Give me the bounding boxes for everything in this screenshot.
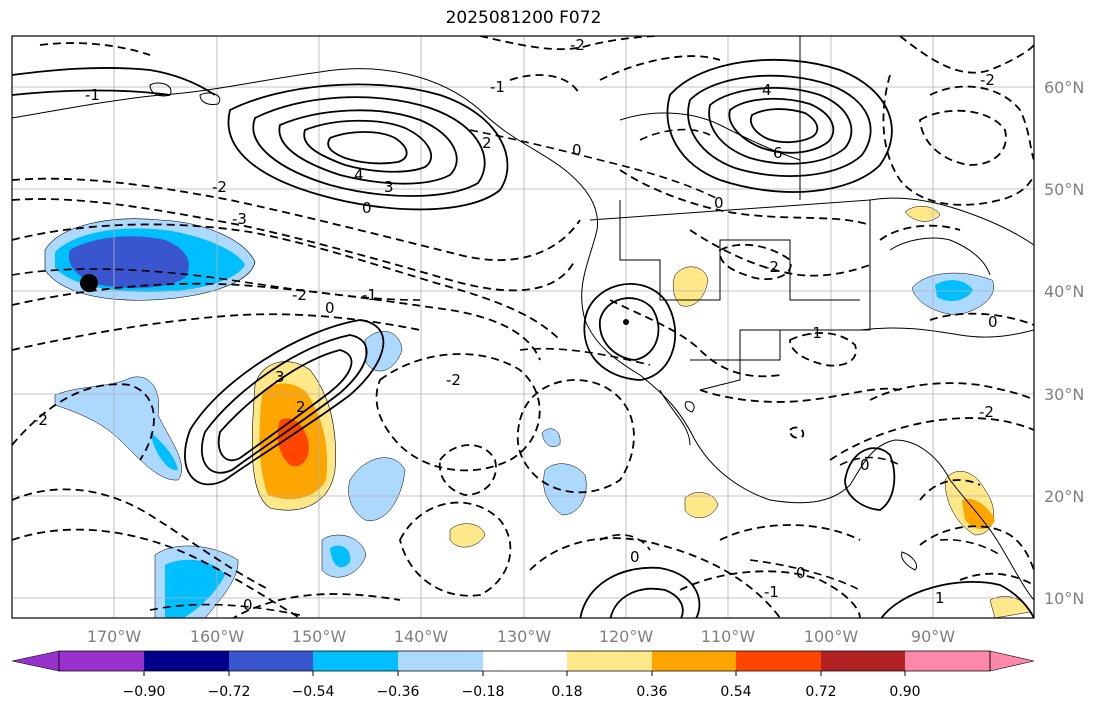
colorbar-cell — [144, 651, 229, 671]
colorbar-cell — [652, 651, 736, 671]
lon-label: 120°W — [599, 627, 654, 646]
contour-label: -1 — [85, 86, 100, 104]
colorbar-cell — [905, 651, 990, 671]
colorbar-tick-label: 0.36 — [636, 684, 667, 700]
colorbar-cell — [736, 651, 821, 671]
contours-negative — [12, 36, 1034, 618]
contour-label: 0 — [630, 548, 640, 566]
contour-label: 1 — [935, 589, 945, 607]
contour-label: 0 — [860, 456, 870, 474]
colorbar-tick-label: 0.72 — [805, 684, 836, 700]
lat-label: 60°N — [1044, 78, 1084, 97]
lat-label: 50°N — [1044, 180, 1084, 199]
graticule — [12, 36, 1034, 618]
contour-label: -2 — [212, 178, 227, 196]
colorbar-tick-label: 0.54 — [720, 684, 751, 700]
map-panel: 4 3 2 4 6 3 2 1 -2 -3 -2 -1 -2 -2 -2 -1 … — [11, 35, 1035, 619]
colorbar: −0.90 −0.72 −0.54 −0.36 −0.18 0.18 0.36 … — [11, 650, 1035, 700]
colorbar-tick-label: −0.54 — [292, 684, 335, 700]
colorbar-cell — [567, 651, 652, 671]
contours-positive — [12, 58, 1034, 618]
coastlines — [12, 36, 1034, 601]
contour-label: -2 — [33, 411, 48, 429]
map-title: 2025081200 F072 — [445, 8, 602, 28]
contours-zero — [12, 128, 1001, 616]
longitude-labels: 170°W 160°W 150°W 140°W 130°W 120°W 110°… — [87, 627, 955, 646]
colorbar-cell — [821, 651, 905, 671]
colorbar-ticks — [143, 671, 906, 676]
lon-label: 130°W — [497, 627, 552, 646]
contour-label: 0 — [243, 596, 253, 614]
contour-label: 0 — [796, 564, 806, 582]
contour-label: 0 — [714, 194, 724, 212]
contour-label: 2 — [482, 134, 492, 152]
colorbar-tick-label: −0.18 — [462, 684, 505, 700]
contour-label: 4 — [762, 81, 772, 99]
center-marker — [623, 319, 629, 325]
colorbar-low-arrow — [11, 650, 60, 672]
lon-label: 160°W — [190, 627, 245, 646]
contour-label: -2 — [570, 36, 585, 54]
contour-label: -3 — [232, 210, 247, 228]
colorbar-tick-label: −0.36 — [377, 684, 420, 700]
lon-label: 100°W — [804, 627, 859, 646]
contour-label: 0 — [572, 141, 582, 159]
contour-label: 3 — [384, 178, 394, 196]
contour-label: 6 — [773, 144, 783, 162]
colorbar-cell — [398, 651, 483, 671]
contour-label: 3 — [275, 368, 285, 386]
colorbar-tick-label: −0.72 — [208, 684, 251, 700]
lon-label: 150°W — [292, 627, 347, 646]
colorbar-cell — [483, 651, 567, 671]
lon-label: 140°W — [394, 627, 449, 646]
contour-label: -2 — [980, 71, 995, 89]
colorbar-tick-label: 0.90 — [889, 684, 920, 700]
contour-label: -2 — [446, 371, 461, 389]
lat-label: 30°N — [1044, 385, 1084, 404]
colorbar-cell — [59, 651, 144, 671]
contour-label: -2 — [764, 258, 779, 276]
contour-label: -1 — [490, 78, 505, 96]
contour-label: -2 — [979, 403, 994, 421]
lat-label: 20°N — [1044, 487, 1084, 506]
lon-label: 110°W — [701, 627, 756, 646]
contour-label: 2 — [296, 398, 306, 416]
contour-labels: 4 3 2 4 6 3 2 1 -2 -3 -2 -1 -2 -2 -2 -1 … — [33, 36, 998, 614]
lon-label: 170°W — [87, 627, 142, 646]
colorbar-tick-label: −0.90 — [123, 684, 166, 700]
contour-label: -1 — [807, 324, 822, 342]
contour-label: 0 — [362, 199, 372, 217]
lon-label: 90°W — [911, 627, 955, 646]
contour-label: 0 — [325, 299, 335, 317]
contour-label: -1 — [764, 583, 779, 601]
contour-label: -1 — [362, 286, 377, 304]
contour-label: 4 — [354, 166, 364, 184]
contour-label: -2 — [292, 286, 307, 304]
colorbar-tick-label: 0.18 — [551, 684, 582, 700]
lat-label: 40°N — [1044, 282, 1084, 301]
location-marker — [80, 274, 98, 292]
colorbar-high-arrow — [989, 650, 1035, 672]
latitude-labels: 60°N 50°N 40°N 30°N 20°N 10°N — [1044, 78, 1084, 608]
contour-label: 0 — [988, 313, 998, 331]
colorbar-cell — [229, 651, 313, 671]
lat-label: 10°N — [1044, 589, 1084, 608]
colorbar-cell — [313, 651, 398, 671]
